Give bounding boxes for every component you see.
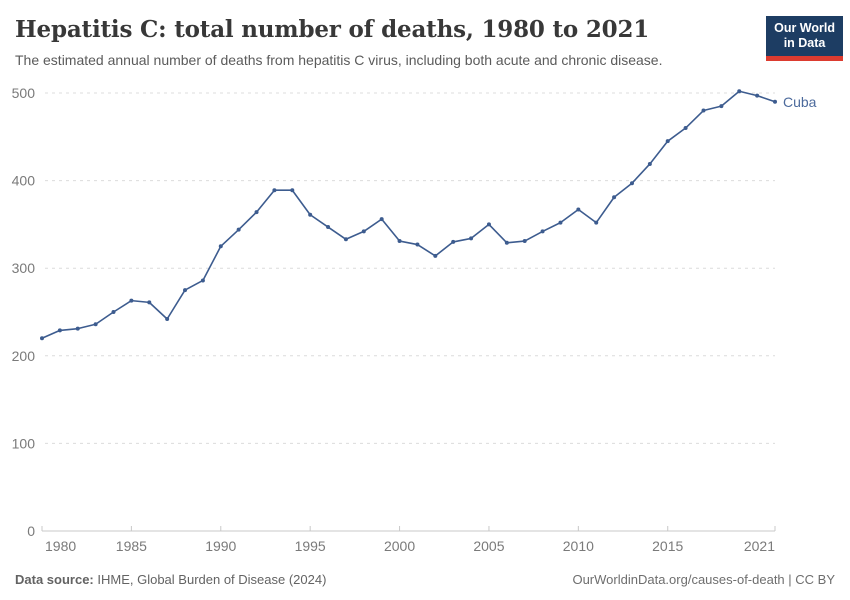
series-line[interactable] bbox=[41, 90, 776, 340]
data-point[interactable] bbox=[379, 217, 384, 222]
series-end-label[interactable]: Cuba bbox=[783, 94, 817, 110]
x-tick-label: 2005 bbox=[473, 538, 504, 554]
chart-header: Hepatitis C: total number of deaths, 198… bbox=[15, 16, 755, 68]
data-point[interactable] bbox=[594, 220, 599, 225]
data-point[interactable] bbox=[612, 195, 617, 200]
data-point[interactable] bbox=[40, 336, 44, 341]
data-point[interactable] bbox=[326, 225, 331, 230]
data-point[interactable] bbox=[755, 93, 760, 98]
owid-logo[interactable]: Our World in Data bbox=[766, 16, 843, 61]
y-tick-label: 500 bbox=[12, 85, 36, 101]
data-point[interactable] bbox=[236, 227, 241, 232]
x-tick-label: 1985 bbox=[116, 538, 147, 554]
data-point[interactable] bbox=[701, 108, 706, 113]
chart-title: Hepatitis C: total number of deaths, 198… bbox=[15, 16, 650, 43]
data-point[interactable] bbox=[719, 104, 724, 109]
data-point[interactable] bbox=[397, 239, 402, 244]
data-point[interactable] bbox=[343, 237, 348, 242]
x-tick-label: 2021 bbox=[744, 538, 775, 554]
owid-logo-line1: Our World bbox=[774, 21, 835, 35]
data-point[interactable] bbox=[683, 126, 688, 131]
data-point[interactable] bbox=[165, 317, 170, 322]
data-point[interactable] bbox=[272, 188, 277, 193]
data-point[interactable] bbox=[129, 298, 134, 303]
data-point[interactable] bbox=[147, 300, 152, 305]
data-point[interactable] bbox=[469, 236, 474, 241]
data-point[interactable] bbox=[183, 288, 188, 293]
y-tick-label: 400 bbox=[12, 173, 36, 189]
data-point[interactable] bbox=[200, 278, 205, 283]
y-tick-label: 0 bbox=[27, 523, 35, 539]
x-tick-label: 1995 bbox=[295, 538, 326, 554]
y-tick-label: 100 bbox=[12, 435, 36, 451]
data-point[interactable] bbox=[737, 89, 742, 94]
data-source-value: IHME, Global Burden of Disease (2024) bbox=[97, 572, 327, 587]
data-point[interactable] bbox=[540, 229, 545, 234]
x-tick-label: 1990 bbox=[205, 538, 236, 554]
data-point[interactable] bbox=[665, 139, 670, 144]
data-point[interactable] bbox=[647, 161, 652, 166]
data-source-note: Data source: IHME, Global Burden of Dise… bbox=[15, 572, 326, 587]
chart-subtitle: The estimated annual number of deaths fr… bbox=[15, 51, 663, 68]
data-point[interactable] bbox=[522, 239, 527, 244]
data-point[interactable] bbox=[218, 244, 223, 249]
data-point[interactable] bbox=[308, 212, 313, 217]
data-point[interactable] bbox=[504, 240, 509, 245]
data-point[interactable] bbox=[486, 222, 491, 227]
data-point[interactable] bbox=[451, 239, 456, 244]
x-tick-label: 2010 bbox=[563, 538, 594, 554]
attribution-link[interactable]: OurWorldinData.org/causes-of-death | CC … bbox=[572, 572, 835, 587]
data-point[interactable] bbox=[433, 253, 438, 258]
data-source-label: Data source: bbox=[15, 572, 94, 587]
y-tick-label: 300 bbox=[12, 260, 36, 276]
data-point[interactable] bbox=[254, 210, 259, 215]
chart-footer: Data source: IHME, Global Burden of Dise… bbox=[15, 572, 835, 587]
data-point[interactable] bbox=[75, 326, 80, 331]
x-tick-label: 2015 bbox=[652, 538, 683, 554]
data-point[interactable] bbox=[415, 242, 420, 247]
data-point[interactable] bbox=[111, 310, 116, 314]
data-point[interactable] bbox=[629, 181, 634, 186]
data-point[interactable] bbox=[773, 99, 777, 104]
data-point[interactable] bbox=[558, 220, 563, 225]
data-point[interactable] bbox=[290, 188, 295, 193]
x-tick-label: 1980 bbox=[45, 538, 76, 554]
x-tick-label: 2000 bbox=[384, 538, 415, 554]
y-tick-label: 200 bbox=[12, 348, 36, 364]
owid-logo-line2: in Data bbox=[783, 36, 826, 51]
data-point[interactable] bbox=[361, 229, 366, 234]
data-point[interactable] bbox=[57, 328, 62, 333]
data-point[interactable] bbox=[576, 207, 581, 212]
data-point[interactable] bbox=[93, 322, 98, 327]
